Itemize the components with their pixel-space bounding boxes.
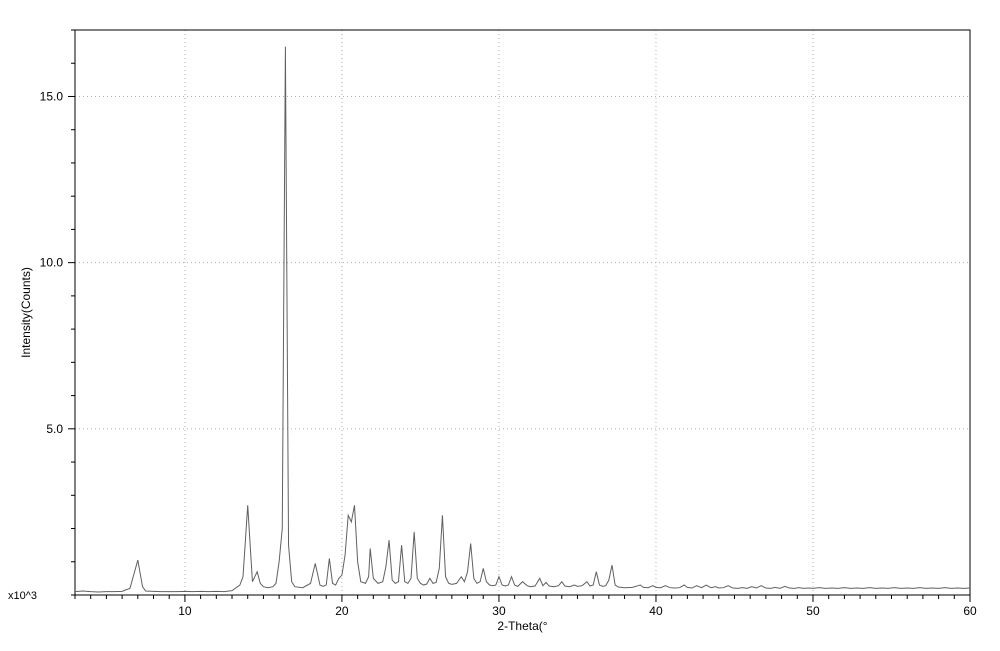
x-axis-label: 2-Theta(° xyxy=(497,619,547,633)
x-tick-label: 20 xyxy=(335,604,349,618)
x-tick-label: 10 xyxy=(178,604,192,618)
y-tick-label: 5.0 xyxy=(46,422,63,436)
x-tick-label: 60 xyxy=(963,604,977,618)
chart-svg: 10 20 30 40 50 60 5.0 10.0 15.0 x10^3 2-Theta(° Int… xyxy=(0,0,1000,651)
x-tick-label: 30 xyxy=(492,604,506,618)
x-tick-label: 40 xyxy=(649,604,663,618)
y-tick-label: 15.0 xyxy=(40,89,64,103)
y-tick-label: 10.0 xyxy=(40,256,64,270)
x-tick-label: 50 xyxy=(806,604,820,618)
y-axis-label: Intensity(Counts) xyxy=(19,267,33,358)
xrd-chart: 10 20 30 40 50 60 5.0 10.0 15.0 x10^3 2-Theta(° Int… xyxy=(0,0,1000,651)
y-exponent-label: x10^3 xyxy=(8,590,37,602)
